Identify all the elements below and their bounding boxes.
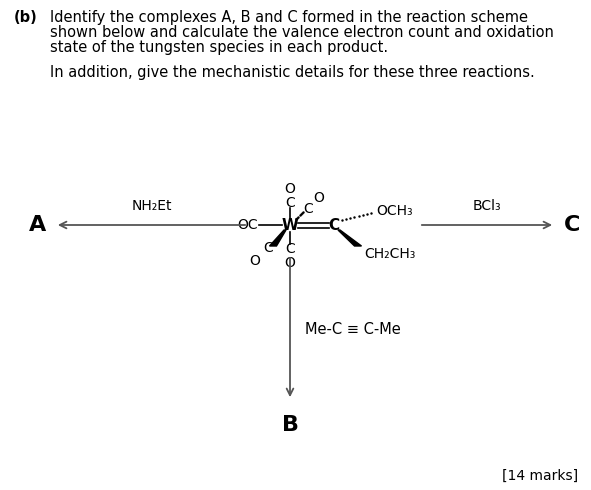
Text: O: O (314, 191, 324, 205)
Text: OCH₃: OCH₃ (376, 204, 413, 218)
Text: Identify the complexes A, B and C formed in the reaction scheme: Identify the complexes A, B and C formed… (50, 10, 528, 25)
Text: C: C (329, 218, 340, 232)
Polygon shape (338, 230, 362, 246)
Text: state of the tungsten species in each product.: state of the tungsten species in each pr… (50, 40, 388, 55)
Text: C: C (303, 202, 313, 216)
Text: C: C (564, 215, 580, 235)
Text: shown below and calculate the valence electron count and oxidation: shown below and calculate the valence el… (50, 25, 554, 40)
Text: W: W (281, 218, 298, 232)
Text: O: O (249, 254, 261, 268)
Text: C: C (285, 242, 295, 256)
Text: Me-C ≡ C-Me: Me-C ≡ C-Me (305, 322, 401, 338)
Text: A: A (30, 215, 47, 235)
Text: O: O (284, 256, 296, 270)
Text: OC: OC (238, 218, 258, 232)
Text: (b): (b) (14, 10, 38, 25)
Text: NH₂Et: NH₂Et (131, 199, 172, 213)
Text: BCl₃: BCl₃ (473, 199, 501, 213)
Text: CH₂CH₃: CH₂CH₃ (364, 247, 415, 261)
Text: O: O (284, 182, 296, 196)
Text: C: C (285, 196, 295, 210)
Text: In addition, give the mechanistic details for these three reactions.: In addition, give the mechanistic detail… (50, 65, 535, 80)
Text: C: C (263, 241, 273, 255)
Text: B: B (281, 415, 298, 435)
Text: [14 marks]: [14 marks] (502, 469, 578, 483)
Polygon shape (269, 230, 286, 246)
